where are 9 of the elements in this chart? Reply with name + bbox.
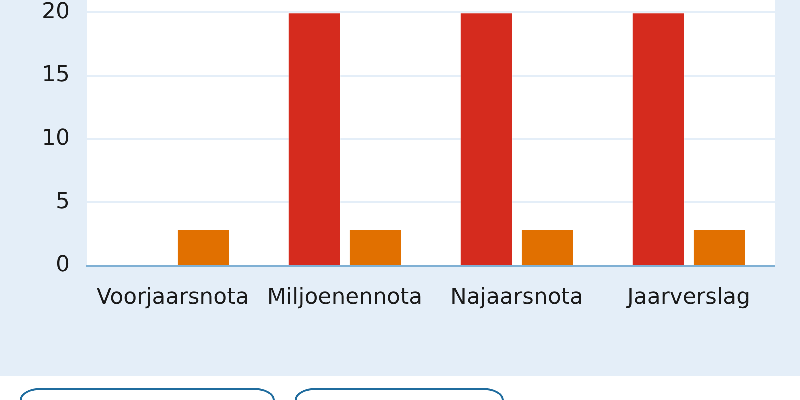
y-tick-label: 15	[42, 62, 70, 88]
x-tick-label: Voorjaarsnota	[96, 284, 250, 310]
x-tick-label: Najaarsnota	[450, 284, 584, 310]
y-tick-label: 0	[56, 252, 70, 278]
y-tick-label: 10	[42, 126, 70, 152]
y-tick-label: 5	[56, 189, 70, 214]
y-tick-label: 20	[42, 0, 70, 24]
x-tick-label: Jaarverslag	[625, 284, 751, 310]
x-tick-label: Miljoenennota	[267, 284, 423, 310]
